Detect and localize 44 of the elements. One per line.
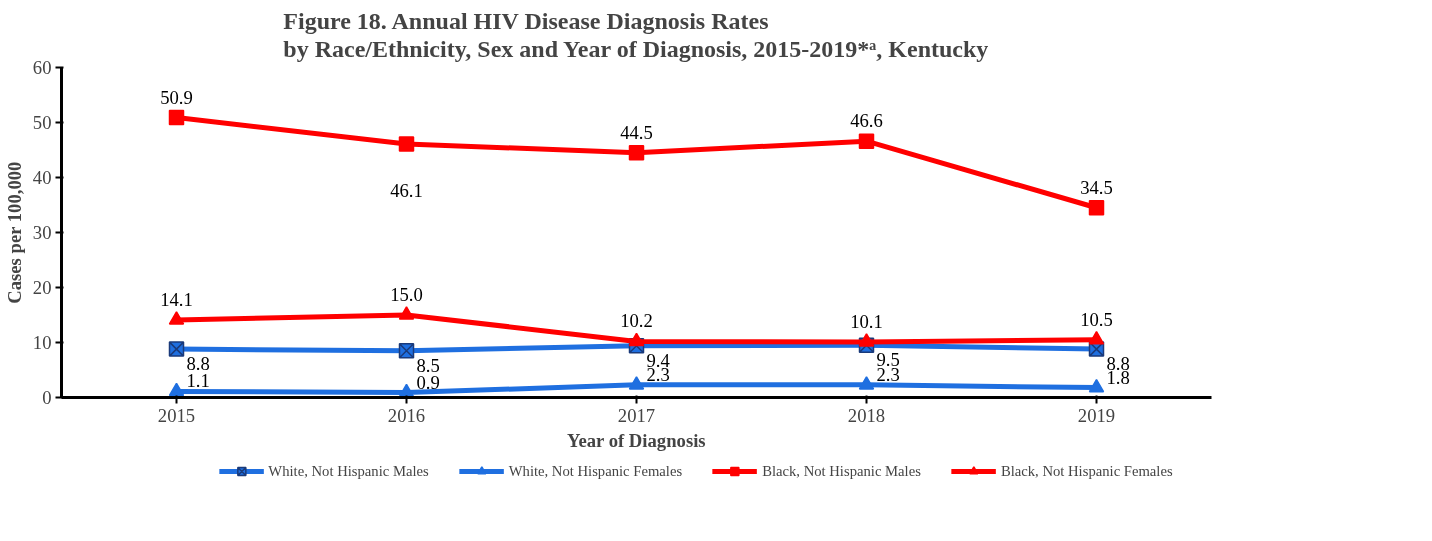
point	[628, 376, 645, 390]
data-label: 10.1	[850, 310, 883, 332]
point	[628, 145, 645, 161]
legend-label: White, Not Hispanic Females	[508, 462, 683, 480]
point	[1088, 330, 1105, 345]
x-tick-label: 2019	[1077, 404, 1116, 426]
y-tick-label: 30	[32, 222, 52, 243]
point	[398, 306, 415, 320]
y-tick-label: 50	[32, 112, 52, 133]
x-tick-label: 2018	[847, 404, 886, 426]
point	[168, 311, 185, 325]
x-tick-label: 2017	[617, 404, 656, 426]
data-label: 46.6	[850, 110, 883, 132]
point	[858, 133, 875, 149]
y-tick-label: 10	[32, 332, 52, 353]
point	[628, 332, 645, 347]
legend-label: Black, Not Hispanic Females	[1000, 462, 1173, 480]
data-label: 14.1	[160, 288, 193, 310]
point	[168, 341, 185, 357]
point	[1088, 378, 1105, 393]
point	[168, 109, 185, 126]
legend-label: Black, Not Hispanic Males	[762, 462, 921, 480]
data-label: 44.5	[620, 121, 653, 143]
point	[858, 376, 875, 390]
y-axis-title: Cases per 100,000	[3, 161, 25, 304]
data-label: 10.2	[620, 310, 653, 332]
chart-title: Figure 18. Annual HIV Disease Diagnosis Rates by Race/Ethnicity, Sex and Year of Diagnosis, 2015-2019*ᵃ, Kentucky	[283, 7, 989, 63]
data-label: 46.1	[390, 179, 423, 201]
x-tick-label: 2015	[157, 404, 196, 426]
data-label: 50.9	[160, 86, 193, 108]
y-tick-label: 20	[32, 277, 52, 298]
y-tick-label: 40	[32, 167, 52, 188]
x-tick-label: 2016	[387, 404, 426, 426]
point	[168, 382, 185, 397]
y-tick-label: 60	[32, 57, 52, 78]
data-label: 10.5	[1080, 308, 1113, 330]
data-label: 15.0	[390, 284, 423, 305]
legend-label: White, Not Hispanic Males	[268, 462, 429, 480]
x-axis-title: Year of Diagnosis	[567, 429, 706, 451]
point	[1088, 200, 1105, 216]
data-label: 34.5	[1080, 176, 1113, 198]
point	[858, 333, 875, 347]
y-tick-label: 0	[42, 387, 52, 408]
point	[398, 136, 415, 152]
